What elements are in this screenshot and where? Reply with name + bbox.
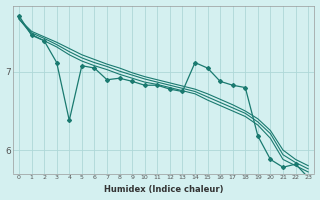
X-axis label: Humidex (Indice chaleur): Humidex (Indice chaleur) xyxy=(104,185,223,194)
